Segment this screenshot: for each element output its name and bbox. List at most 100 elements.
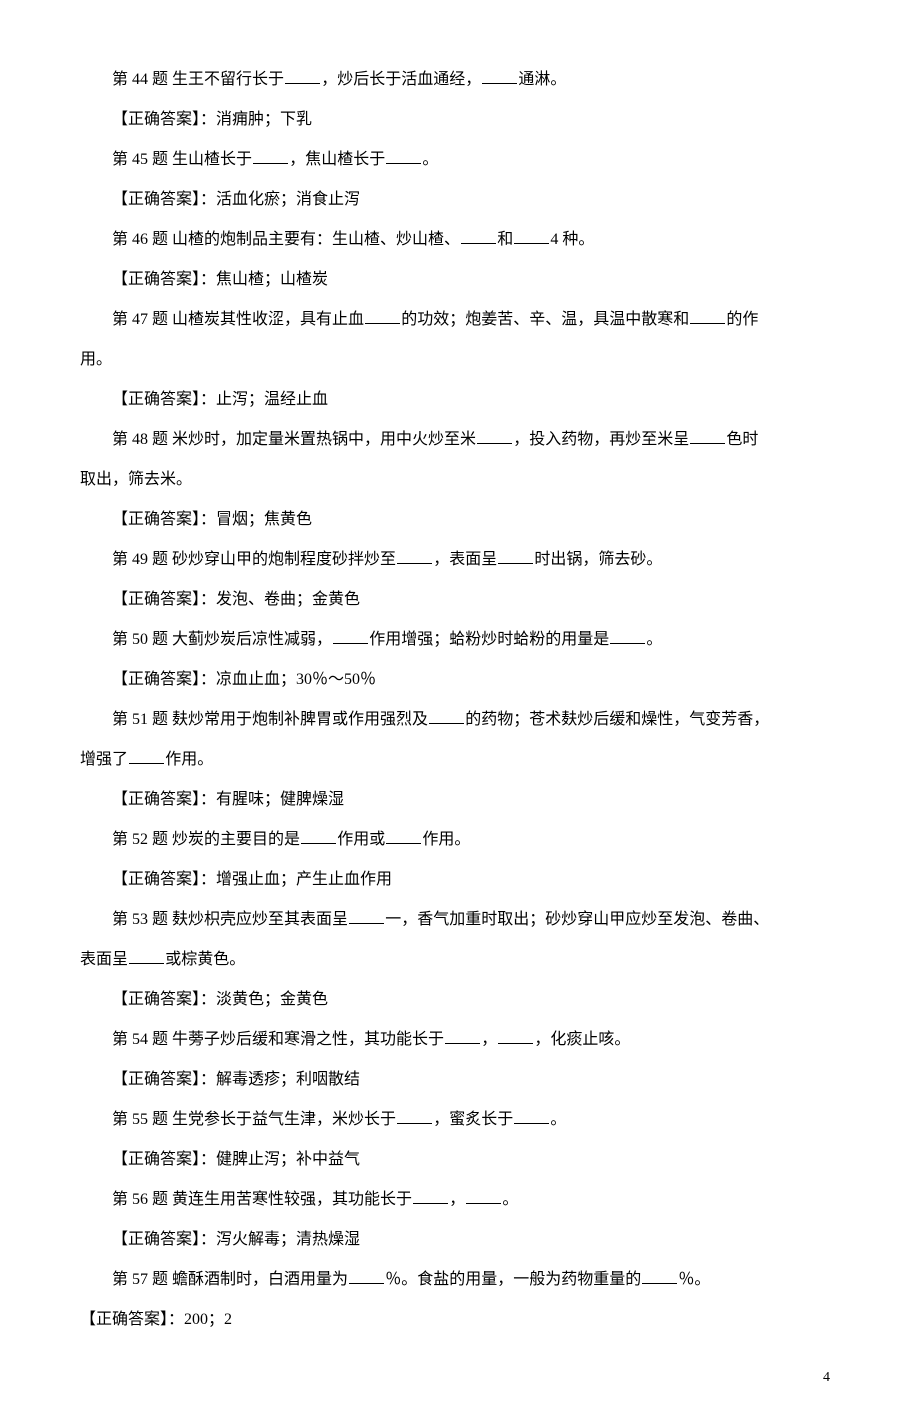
answer-label: 【正确答案】： xyxy=(112,591,216,608)
answer-54-text: 解毒透疹；利咽散结 xyxy=(216,1071,360,1088)
q55-text-1: 第 55 题 生党参长于益气生津，米炒长于 xyxy=(112,1111,396,1128)
question-55: 第 55 题 生党参长于益气生津，米炒长于，蜜炙长于。 xyxy=(80,1100,840,1140)
answer-label: 【正确答案】： xyxy=(112,991,216,1008)
page-number: 4 xyxy=(80,1370,840,1386)
blank xyxy=(333,627,368,644)
blank xyxy=(466,1187,501,1204)
q51-text-1: 第 51 题 麸炒常用于炮制补脾胃或作用强烈及 xyxy=(112,711,428,728)
q47-line2-text: 用。 xyxy=(80,351,112,368)
q57-text-1: 第 57 题 蟾酥酒制时，白酒用量为 xyxy=(112,1271,348,1288)
q56-text-1: 第 56 题 黄连生用苦寒性较强，其功能长于 xyxy=(112,1191,412,1208)
answer-55-text: 健脾止泻；补中益气 xyxy=(216,1151,360,1168)
q55-text-2: ，蜜炙长于 xyxy=(433,1111,513,1128)
blank xyxy=(301,827,336,844)
question-53: 第 53 题 麸炒枳壳应炒至其表面呈一，香气加重时取出；砂炒穿山甲应炒至发泡、卷… xyxy=(80,900,840,940)
answer-44: 【正确答案】：消痈肿；下乳 xyxy=(80,100,840,140)
answer-48: 【正确答案】：冒烟；焦黄色 xyxy=(80,500,840,540)
answer-label: 【正确答案】： xyxy=(112,391,216,408)
question-48: 第 48 题 米炒时，加定量米置热锅中，用中火炒至米 ，投入药物，再炒至米呈 色时 xyxy=(80,420,840,460)
question-49: 第 49 题 砂炒穿山甲的炮制程度砂拌炒至 ，表面呈 时出锅，筛去砂。 xyxy=(80,540,840,580)
answer-53-text: 淡黄色；金黄色 xyxy=(216,991,328,1008)
answer-51: 【正确答案】：有腥味；健脾燥湿 xyxy=(80,780,840,820)
question-51: 第 51 题 麸炒常用于炮制补脾胃或作用强烈及的药物；苍术麸炒后缓和燥性，气变芳… xyxy=(80,700,840,740)
q44-text-3: 通淋。 xyxy=(518,71,566,88)
blank xyxy=(498,547,533,564)
blank xyxy=(253,147,288,164)
q48-line2-text: 取出，筛去米。 xyxy=(80,471,192,488)
q56-text-3: 。 xyxy=(502,1191,518,1208)
answer-label: 【正确答案】： xyxy=(112,271,216,288)
question-44: 第 44 题 生王不留行长于 ，炒后长于活血通经， 通淋。 xyxy=(80,60,840,100)
answer-49: 【正确答案】：发泡、卷曲；金黄色 xyxy=(80,580,840,620)
blank xyxy=(349,907,384,924)
q47-text-1: 第 47 题 山楂炭其性收涩，具有止血 xyxy=(112,311,364,328)
answer-45: 【正确答案】：活血化瘀；消食止泻 xyxy=(80,180,840,220)
blank xyxy=(477,427,512,444)
q51-line2-prefix: 增强了 xyxy=(80,751,128,768)
question-47: 第 47 题 山楂炭其性收涩，具有止血 的功效；炮姜苦、辛、温，具温中散寒和 的作 xyxy=(80,300,840,340)
answer-label: 【正确答案】： xyxy=(112,791,216,808)
q48-text-2: ，投入药物，再炒至米呈 xyxy=(513,431,689,448)
answer-label: 【正确答案】： xyxy=(112,1151,216,1168)
answer-label: 【正确答案】： xyxy=(112,871,216,888)
q54-text-3: ，化痰止咳。 xyxy=(534,1031,630,1048)
q45-text-2: ，焦山楂长于 xyxy=(289,151,385,168)
answer-label: 【正确答案】： xyxy=(112,1231,216,1248)
answer-49-text: 发泡、卷曲；金黄色 xyxy=(216,591,360,608)
q49-text-2: ，表面呈 xyxy=(433,551,497,568)
question-47-line2: 用。 xyxy=(80,340,840,380)
q53-line2-suffix: 或棕黄色。 xyxy=(165,951,245,968)
answer-45-text: 活血化瘀；消食止泻 xyxy=(216,191,360,208)
answer-label: 【正确答案】： xyxy=(112,1071,216,1088)
q44-text-1: 第 44 题 生王不留行长于 xyxy=(112,71,284,88)
answer-51-text: 有腥味；健脾燥湿 xyxy=(216,791,344,808)
blank xyxy=(397,1107,432,1124)
blank xyxy=(514,227,549,244)
answer-label: 【正确答案】： xyxy=(112,191,216,208)
q48-text-3: 色时 xyxy=(726,431,758,448)
question-54: 第 54 题 牛蒡子炒后缓和寒滑之性，其功能长于，，化痰止咳。 xyxy=(80,1020,840,1060)
answer-label: 【正确答案】： xyxy=(112,671,216,688)
question-53-line2: 表面呈 或棕黄色。 xyxy=(80,940,840,980)
question-45: 第 45 题 生山楂长于，焦山楂长于。 xyxy=(80,140,840,180)
answer-46: 【正确答案】：焦山楂；山楂炭 xyxy=(80,260,840,300)
q48-text-1: 第 48 题 米炒时，加定量米置热锅中，用中火炒至米 xyxy=(112,431,476,448)
q57-text-3: ％。 xyxy=(678,1271,710,1288)
blank xyxy=(482,67,517,84)
blank xyxy=(461,227,496,244)
answer-52-text: 增强止血；产生止血作用 xyxy=(216,871,392,888)
blank xyxy=(690,307,725,324)
blank xyxy=(386,147,421,164)
blank xyxy=(413,1187,448,1204)
answer-label: 【正确答案】： xyxy=(112,111,216,128)
question-56: 第 56 题 黄连生用苦寒性较强，其功能长于，。 xyxy=(80,1180,840,1220)
blank xyxy=(429,707,464,724)
answer-50-text: 凉血止血；30％～50％ xyxy=(216,671,376,688)
question-48-line2: 取出，筛去米。 xyxy=(80,460,840,500)
answer-47-text: 止泻；温经止血 xyxy=(216,391,328,408)
answer-53: 【正确答案】：淡黄色；金黄色 xyxy=(80,980,840,1020)
blank xyxy=(445,1027,480,1044)
q54-text-1: 第 54 题 牛蒡子炒后缓和寒滑之性，其功能长于 xyxy=(112,1031,444,1048)
q49-text-3: 时出锅，筛去砂。 xyxy=(534,551,662,568)
blank xyxy=(514,1107,549,1124)
q47-text-3: 的作 xyxy=(726,311,758,328)
blank xyxy=(129,747,164,764)
q52-text-2: 作用或 xyxy=(337,831,385,848)
q46-text-3: 4 种。 xyxy=(550,231,594,248)
q50-text-3: 。 xyxy=(646,631,662,648)
q47-text-2: 的功效；炮姜苦、辛、温，具温中散寒和 xyxy=(401,311,689,328)
q45-text-1: 第 45 题 生山楂长于 xyxy=(112,151,252,168)
answer-label: 【正确答案】： xyxy=(80,1311,184,1328)
q50-text-1: 第 50 题 大蓟炒炭后凉性减弱， xyxy=(112,631,332,648)
q44-text-2: ，炒后长于活血通经， xyxy=(321,71,481,88)
blank xyxy=(690,427,725,444)
answer-48-text: 冒烟；焦黄色 xyxy=(216,511,312,528)
q49-text-1: 第 49 题 砂炒穿山甲的炮制程度砂拌炒至 xyxy=(112,551,396,568)
question-50: 第 50 题 大蓟炒炭后凉性减弱，作用增强；蛤粉炒时蛤粉的用量是。 xyxy=(80,620,840,660)
q53-line2-prefix: 表面呈 xyxy=(80,951,128,968)
q51-line2-suffix: 作用。 xyxy=(165,751,213,768)
question-51-line2: 增强了 作用。 xyxy=(80,740,840,780)
answer-52: 【正确答案】：增强止血；产生止血作用 xyxy=(80,860,840,900)
blank xyxy=(498,1027,533,1044)
